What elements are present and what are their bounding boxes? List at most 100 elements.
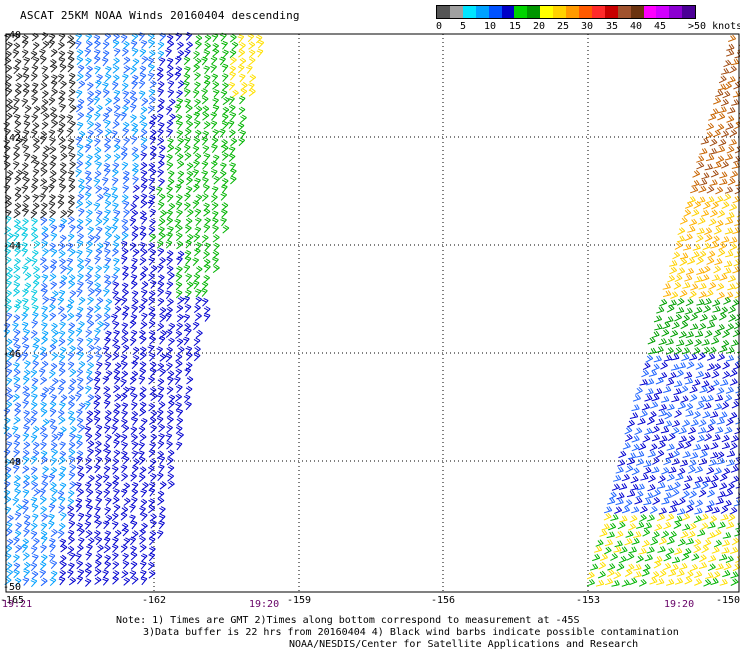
wind-barb — [671, 321, 680, 330]
wind-barb — [182, 336, 190, 346]
wind-barb — [193, 120, 201, 129]
wind-barb — [76, 239, 84, 249]
time-label-left: 19:21 — [2, 599, 33, 610]
wind-barb — [688, 522, 697, 531]
wind-barb — [645, 354, 654, 363]
wind-barb — [76, 288, 83, 298]
wind-barb — [147, 561, 155, 571]
wind-barb — [77, 273, 84, 282]
wind-barb — [201, 56, 208, 66]
wind-barb — [725, 555, 734, 563]
wind-barb — [219, 128, 226, 138]
wind-barb — [176, 209, 183, 219]
wind-barb — [120, 354, 128, 363]
wind-barb — [656, 306, 665, 314]
wind-barb — [30, 401, 38, 411]
wind-barb — [95, 489, 103, 499]
wind-barb — [730, 435, 739, 443]
wind-barb — [607, 497, 616, 505]
wind-barb — [113, 329, 120, 339]
wind-barb — [647, 484, 656, 492]
wind-barb — [12, 497, 20, 506]
wind-barb — [710, 411, 719, 418]
wind-barb — [104, 153, 112, 162]
wind-barb — [48, 97, 56, 106]
wind-barb — [51, 448, 58, 458]
wind-barb — [690, 419, 699, 427]
wind-barb — [715, 563, 724, 571]
wind-barb — [176, 265, 183, 275]
wind-barb — [721, 539, 731, 547]
wind-barb — [230, 168, 237, 178]
wind-barb — [74, 40, 82, 50]
wind-barb — [157, 50, 165, 60]
wind-barb — [51, 352, 59, 361]
wind-barb — [703, 578, 712, 587]
wind-barb — [647, 474, 656, 483]
wind-barb — [123, 482, 130, 491]
wind-barb — [138, 450, 145, 460]
wind-barb — [203, 184, 210, 193]
wind-barb — [689, 394, 698, 402]
wind-barb — [50, 80, 58, 90]
wind-barb — [22, 88, 30, 98]
wind-barb — [85, 176, 93, 185]
scale-label: 45 — [654, 21, 667, 32]
wind-barb — [706, 257, 715, 265]
wind-barb — [77, 537, 85, 546]
wind-barb — [186, 352, 193, 361]
wind-barb — [238, 95, 246, 105]
wind-barb — [663, 492, 672, 500]
wind-barb — [706, 196, 715, 204]
wind-barb — [6, 514, 14, 524]
wind-barb — [184, 88, 191, 98]
wind-barb — [32, 304, 39, 314]
wind-barb — [184, 367, 192, 377]
wind-barb — [68, 274, 76, 283]
wind-barb — [174, 218, 181, 228]
wind-barb — [239, 130, 247, 139]
wind-barb — [5, 103, 13, 113]
wind-barb — [40, 392, 47, 402]
wind-barb — [86, 90, 95, 100]
wind-barb — [149, 280, 157, 289]
wind-barb — [85, 40, 93, 50]
wind-barb — [713, 226, 722, 235]
wind-barb — [114, 393, 122, 402]
wind-barb — [122, 127, 130, 137]
wind-barb — [210, 120, 218, 130]
wind-barb — [59, 103, 66, 113]
wind-barb — [122, 40, 130, 50]
wind-barb — [708, 113, 717, 121]
wind-barb — [698, 282, 707, 290]
wind-barb — [58, 33, 66, 42]
wind-barb — [703, 305, 711, 313]
wind-barb — [722, 532, 732, 539]
wind-barb — [639, 378, 648, 386]
wind-barb — [636, 483, 645, 491]
wind-barb — [693, 545, 702, 554]
wind-barb — [201, 297, 209, 307]
wind-barb — [682, 523, 691, 531]
wind-barb — [87, 474, 95, 484]
wind-barb — [730, 578, 739, 586]
wind-barb — [95, 79, 102, 89]
wind-barb — [613, 546, 622, 553]
wind-barb — [722, 361, 730, 370]
wind-barb — [676, 508, 686, 515]
wind-barb — [32, 280, 40, 289]
wind-barb — [702, 476, 711, 484]
wind-barb — [95, 424, 103, 434]
wind-barb — [68, 416, 76, 426]
wind-barb — [84, 170, 92, 180]
wind-barb — [76, 455, 83, 465]
wind-barb — [186, 376, 194, 385]
wind-barb — [94, 506, 101, 515]
wind-barb — [227, 120, 235, 129]
wind-barb — [85, 369, 93, 379]
wind-barb — [149, 335, 157, 345]
wind-barb — [60, 209, 68, 219]
wind-barb — [646, 546, 655, 554]
wind-barb — [699, 554, 707, 563]
wind-barb — [139, 242, 146, 251]
